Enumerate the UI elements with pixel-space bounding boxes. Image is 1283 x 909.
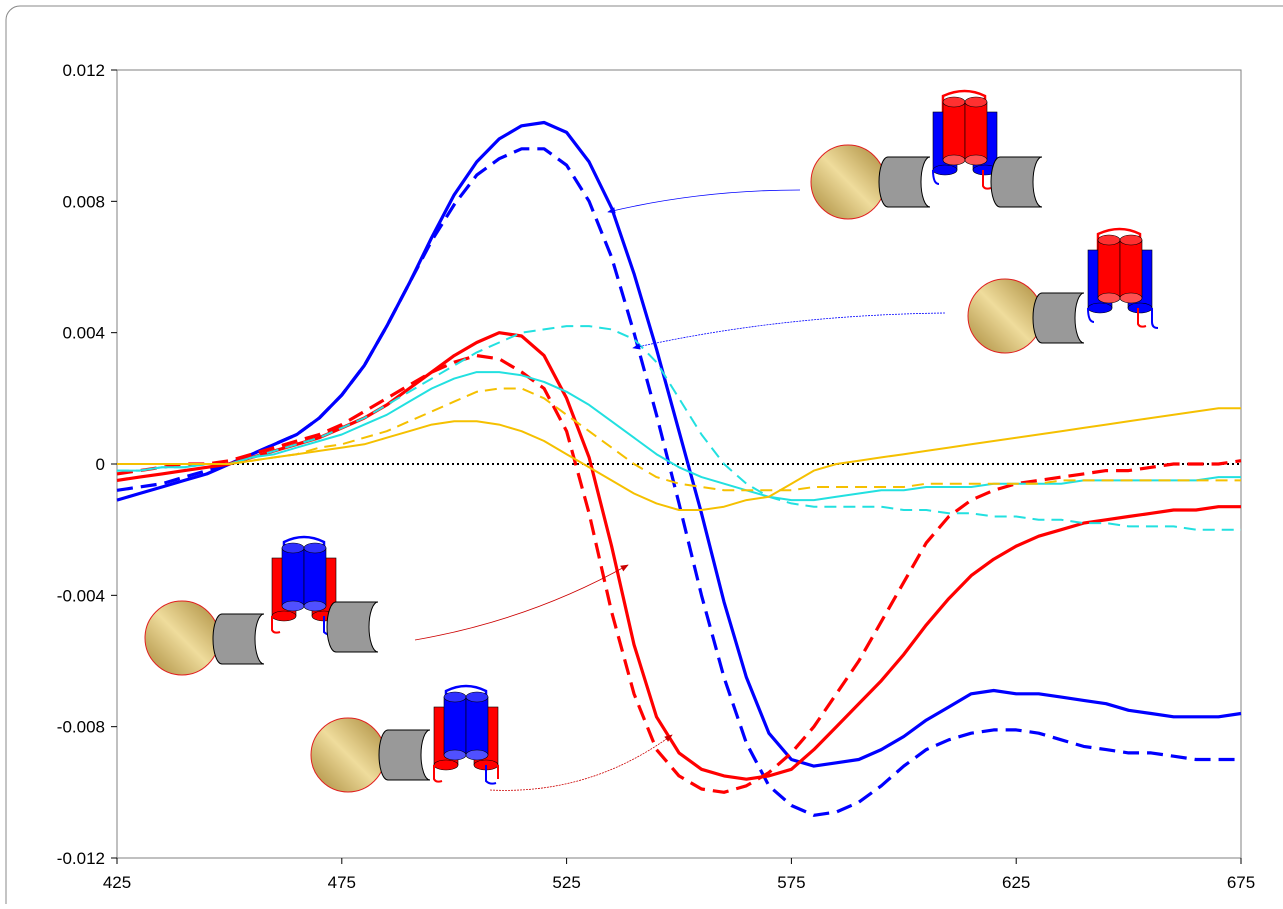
y-tick-label: 0.004 bbox=[62, 324, 105, 343]
y-tick-label: 0 bbox=[96, 455, 105, 474]
y-tick-label: -0.012 bbox=[57, 849, 105, 868]
y-tick-label: 0.012 bbox=[62, 61, 105, 80]
plot-area: 0.012 0.008 0.004 0 -0.004 -0.008 -0.012 425 475… bbox=[57, 61, 1255, 892]
x-tick-label: 475 bbox=[328, 873, 356, 892]
y-tick-label: -0.008 bbox=[57, 718, 105, 737]
data-line bbox=[117, 408, 1241, 510]
y-tick-label: -0.004 bbox=[57, 586, 105, 605]
x-tick-label: 525 bbox=[552, 873, 580, 892]
construct-top bbox=[608, 91, 1042, 219]
x-tick-label: 425 bbox=[103, 873, 131, 892]
page: {"chart_data": {"type": "line", "x": [42… bbox=[0, 0, 1283, 909]
x-tick-label: 625 bbox=[1002, 873, 1030, 892]
construct-mid-right bbox=[633, 229, 1158, 353]
x-tick-label: 675 bbox=[1227, 873, 1255, 892]
construct-bottom bbox=[311, 686, 672, 792]
frame bbox=[6, 6, 1283, 904]
chart: 0.012 0.008 0.004 0 -0.004 -0.008 -0.012 425 475… bbox=[0, 0, 1283, 904]
y-tick-label: 0.008 bbox=[62, 192, 105, 211]
construct-mid-left bbox=[145, 537, 628, 675]
x-tick-label: 575 bbox=[777, 873, 805, 892]
